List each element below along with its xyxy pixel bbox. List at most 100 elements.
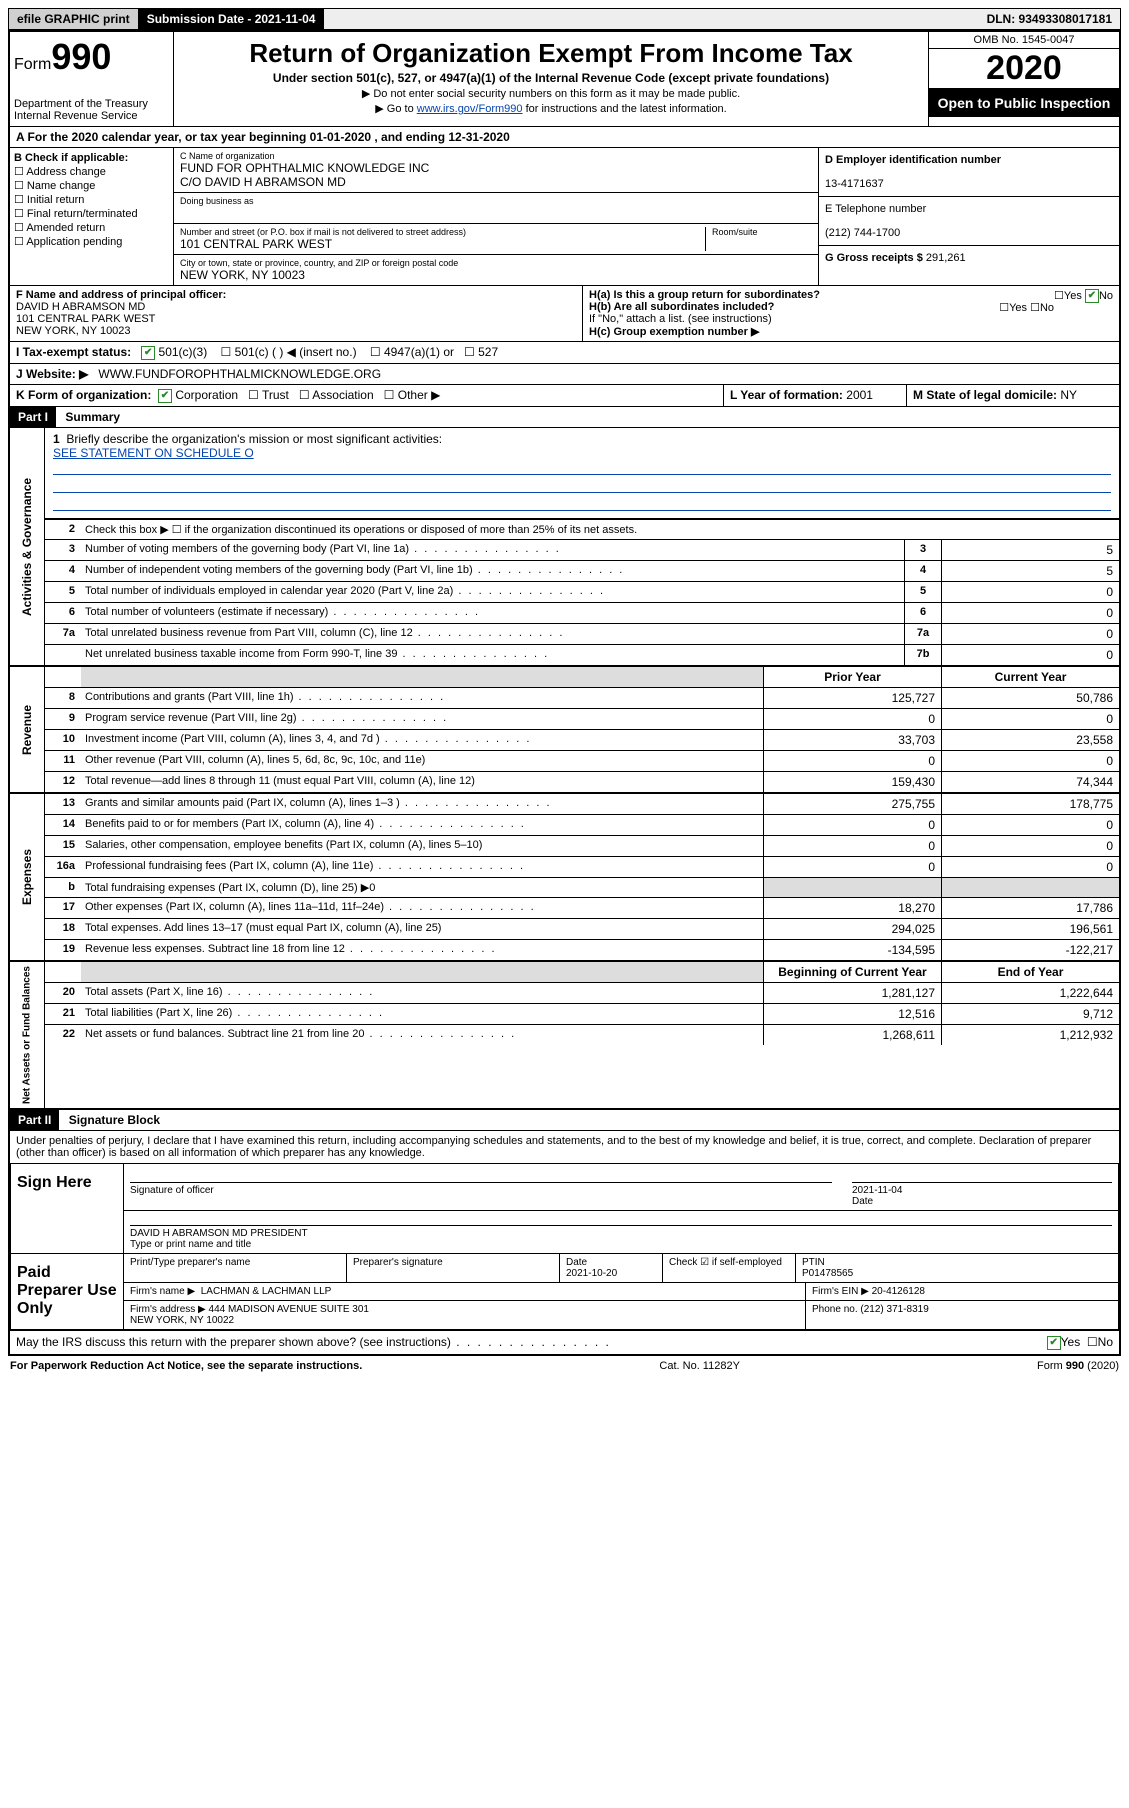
ein-label: D Employer identification number	[825, 154, 1001, 166]
line-2: 2 Check this box ▶ ☐ if the organization…	[45, 519, 1119, 539]
officer-line3: NEW YORK, NY 10023	[16, 325, 131, 337]
line-13: 13 Grants and similar amounts paid (Part…	[45, 794, 1119, 814]
line-16b: b Total fundraising expenses (Part IX, c…	[45, 877, 1119, 897]
domicile-val: NY	[1060, 388, 1077, 402]
text: Total unrelated business revenue from Pa…	[81, 624, 904, 644]
form-container: Form990 Department of the Treasury Inter…	[8, 30, 1121, 1356]
col-header-row: Prior Year Current Year	[45, 667, 1119, 687]
num: 16a	[45, 857, 81, 877]
opt-other: Other ▶	[398, 388, 441, 402]
part1-title: Summary	[59, 410, 120, 424]
cb-address-change[interactable]: ☐ Address change	[14, 165, 169, 178]
line-3: 3 Number of voting members of the govern…	[45, 539, 1119, 560]
num: 22	[45, 1025, 81, 1045]
text: Check this box ▶ ☐ if the organization d…	[81, 520, 1119, 539]
hb-label: H(b) Are all subordinates included?	[589, 301, 774, 313]
line-22: 22 Net assets or fund balances. Subtract…	[45, 1024, 1119, 1045]
officer-row: F Name and address of principal officer:…	[10, 286, 1119, 342]
num: 5	[45, 582, 81, 602]
efile-print-button[interactable]: efile GRAPHIC print	[9, 9, 139, 29]
num: 21	[45, 1004, 81, 1024]
cb-name-change[interactable]: ☐ Name change	[14, 179, 169, 192]
num: 12	[45, 772, 81, 792]
discuss-yes-checkbox[interactable]: ✔	[1047, 1336, 1061, 1350]
num	[45, 645, 81, 665]
prep-date: 2021-10-20	[566, 1268, 617, 1279]
sig-date-label: Date	[852, 1196, 873, 1207]
box: 6	[904, 603, 941, 623]
schedule-o-link[interactable]: SEE STATEMENT ON SCHEDULE O	[53, 446, 254, 460]
current-year-hdr: Current Year	[941, 667, 1119, 687]
cb-amended[interactable]: ☐ Amended return	[14, 221, 169, 234]
current: 196,561	[941, 919, 1119, 939]
part1-label: Part I	[10, 407, 56, 427]
org-info-row: B Check if applicable: ☐ Address change …	[10, 148, 1119, 286]
form990-link[interactable]: www.irs.gov/Form990	[417, 103, 523, 115]
sig-name-label: Type or print name and title	[130, 1239, 251, 1250]
chk-corp[interactable]: ✔	[158, 389, 172, 403]
form-note-2: ▶ Go to www.irs.gov/Form990 for instruct…	[178, 102, 924, 115]
line-18: 18 Total expenses. Add lines 13–17 (must…	[45, 918, 1119, 939]
form-subtitle: Under section 501(c), 527, or 4947(a)(1)…	[178, 71, 924, 85]
footer: For Paperwork Reduction Act Notice, see …	[8, 1356, 1121, 1376]
cb-pending[interactable]: ☐ Application pending	[14, 235, 169, 248]
line-15: 15 Salaries, other compensation, employe…	[45, 835, 1119, 856]
row-i-tax-status: I Tax-exempt status: ✔ 501(c)(3) ☐ 501(c…	[10, 342, 1119, 364]
ha-no-checkbox[interactable]: ✔	[1085, 289, 1099, 303]
no-label: No	[1040, 302, 1054, 314]
text: Total assets (Part X, line 16)	[81, 983, 763, 1003]
gross-label: G Gross receipts $	[825, 252, 923, 264]
opt-501c3: 501(c)(3)	[159, 345, 208, 359]
box: 3	[904, 540, 941, 560]
net-assets-section: Net Assets or Fund Balances Beginning of…	[10, 962, 1119, 1108]
sig-officer-label: Signature of officer	[130, 1185, 214, 1196]
prior: 0	[763, 815, 941, 835]
discuss-text: May the IRS discuss this return with the…	[16, 1335, 1047, 1350]
shaded-cell	[941, 878, 1119, 897]
prior: 18,270	[763, 898, 941, 918]
end-year-hdr: End of Year	[941, 962, 1119, 982]
line-1-mission: 1 Briefly describe the organization's mi…	[45, 428, 1119, 519]
current: 50,786	[941, 688, 1119, 708]
text: Revenue less expenses. Subtract line 18 …	[81, 940, 763, 960]
prior: 1,268,611	[763, 1025, 941, 1045]
open-to-public: Open to Public Inspection	[929, 89, 1119, 117]
form-word: Form	[14, 56, 51, 73]
col-header-row-2: Beginning of Current Year End of Year	[45, 962, 1119, 982]
side-label-net-assets: Net Assets or Fund Balances	[10, 962, 45, 1108]
opt-527: 527	[478, 345, 498, 359]
val: 5	[941, 540, 1119, 560]
current: -122,217	[941, 940, 1119, 960]
firm-name-label: Firm's name ▶	[130, 1286, 195, 1297]
form-year-box: OMB No. 1545-0047 2020 Open to Public In…	[929, 32, 1119, 126]
officer-label: F Name and address of principal officer:	[16, 289, 226, 301]
side-label-revenue: Revenue	[10, 667, 45, 792]
val: 5	[941, 561, 1119, 581]
cb-final-return[interactable]: ☐ Final return/terminated	[14, 207, 169, 220]
num: 6	[45, 603, 81, 623]
text: Salaries, other compensation, employee b…	[81, 836, 763, 856]
line-16a: 16a Professional fundraising fees (Part …	[45, 856, 1119, 877]
dept-line1: Department of the Treasury	[14, 98, 148, 110]
chk-501c3[interactable]: ✔	[141, 346, 155, 360]
cb-initial-return[interactable]: ☐ Initial return	[14, 193, 169, 206]
val: 0	[941, 603, 1119, 623]
line-20: 20 Total assets (Part X, line 16) 1,281,…	[45, 982, 1119, 1003]
shaded-cell	[763, 878, 941, 897]
num: 9	[45, 709, 81, 729]
val: 0	[941, 624, 1119, 644]
domicile-label: M State of legal domicile:	[913, 388, 1057, 402]
box: 4	[904, 561, 941, 581]
val: 0	[941, 645, 1119, 665]
num: b	[45, 878, 81, 897]
box: 7b	[904, 645, 941, 665]
year-formation-val: 2001	[846, 388, 873, 402]
text: Total expenses. Add lines 13–17 (must eq…	[81, 919, 763, 939]
part2-header: Part II Signature Block	[10, 1108, 1119, 1131]
ein-value: 13-4171637	[825, 178, 884, 190]
current: 0	[941, 709, 1119, 729]
current: 23,558	[941, 730, 1119, 750]
text: Grants and similar amounts paid (Part IX…	[81, 794, 763, 814]
line-14: 14 Benefits paid to or for members (Part…	[45, 814, 1119, 835]
no-label: No	[1098, 1335, 1113, 1349]
